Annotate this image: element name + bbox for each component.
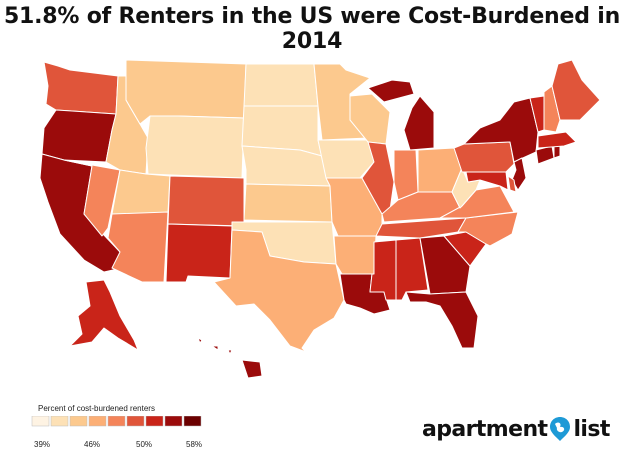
state-NJ [511,157,527,191]
state-PA [453,141,515,173]
state-IN [393,149,419,201]
legend-swatch [183,416,202,427]
state-RI [553,145,561,159]
state-MS [369,239,397,301]
state-GA [419,235,471,295]
state-DE [507,175,517,193]
state-OR [41,109,117,163]
state-ME [551,59,601,121]
legend-swatch [50,416,69,427]
legend-swatch [126,416,145,427]
state-WA [43,61,119,115]
state-WY [145,115,245,179]
state-AR [333,235,377,275]
legend-swatch [107,416,126,427]
state-MI [367,79,435,151]
state-FL [405,291,479,349]
state-IA [317,139,375,179]
state-AZ [107,211,169,283]
legend-swatch [69,416,88,427]
state-ND [243,63,319,107]
legend-label-50: 50% [136,440,153,449]
state-MD [465,171,509,191]
legend-swatch [164,416,183,427]
state-MT [125,59,247,125]
legend-swatch [88,416,107,427]
legend-label-min: 39% [34,440,51,449]
state-NH [543,85,561,133]
state-MA [537,131,577,149]
state-CO [167,175,245,227]
state-TX [213,229,345,353]
state-NM [165,223,233,283]
apartment-list-logo: apartment list [422,416,610,442]
state-CT [535,145,555,165]
color-legend: Percent of cost-burdened renters 39% 46%… [30,404,220,452]
state-HI [197,337,263,379]
legend-swatches [31,416,202,427]
legend-label-max: 58% [186,440,203,449]
us-choropleth-map [39,59,601,379]
legend-label-46: 46% [84,440,101,449]
legend-title: Percent of cost-burdened renters [38,404,155,413]
logo-text-left: apartment [422,416,548,442]
state-UT [111,169,171,217]
state-AK [69,279,139,351]
state-KS [243,183,333,223]
legend-swatch [31,416,50,427]
chart-title: 51.8% of Renters in the US were Cost-Bur… [3,4,621,54]
logo-text-right: list [573,416,610,442]
map-pin-icon [550,417,571,441]
legend-swatch [145,416,164,427]
